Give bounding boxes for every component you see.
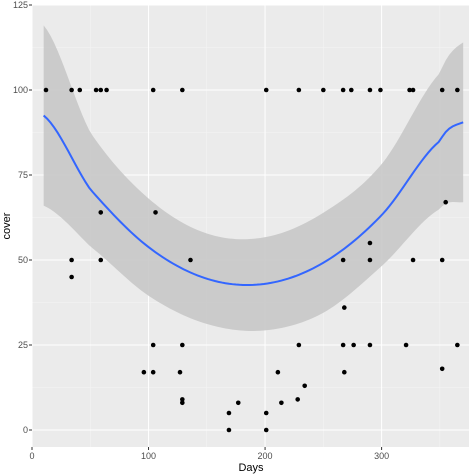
data-point (367, 257, 373, 263)
y-tick-label: 50 (18, 255, 28, 265)
data-point (295, 397, 300, 402)
data-point (104, 87, 109, 93)
data-point (263, 87, 269, 93)
data-point (321, 87, 326, 93)
data-point (367, 87, 373, 93)
data-point (410, 257, 416, 263)
data-point (69, 274, 74, 280)
data-point (455, 342, 460, 348)
data-point (349, 87, 354, 93)
data-point (296, 342, 302, 348)
data-point (340, 257, 346, 263)
smooth-line-layer (42, 114, 464, 287)
data-point (180, 342, 185, 348)
data-point (378, 87, 383, 93)
data-point (263, 427, 269, 433)
data-point (235, 400, 241, 406)
data-point (226, 427, 232, 433)
y-tick-label: 125 (13, 0, 28, 10)
data-point (180, 87, 185, 93)
data-point (443, 199, 448, 205)
data-point (150, 342, 156, 348)
data-point (93, 87, 99, 93)
data-point (98, 87, 104, 93)
data-point (296, 87, 302, 93)
data-point (150, 87, 156, 93)
y-tick-label: 0 (23, 425, 28, 435)
y-axis-title: cover (1, 212, 13, 239)
x-tick-label: 200 (258, 451, 273, 461)
data-point (351, 342, 356, 348)
data-point (275, 369, 281, 375)
data-point (150, 369, 156, 375)
y-tick-label: 75 (18, 170, 28, 180)
data-point (188, 257, 193, 263)
data-point (439, 87, 445, 93)
data-point (367, 342, 373, 348)
data-point (263, 410, 269, 416)
data-point (439, 257, 445, 263)
data-point (77, 87, 83, 93)
y-tick-label: 100 (13, 85, 28, 95)
smooth-line (42, 114, 464, 287)
data-point (69, 257, 74, 263)
data-point (340, 87, 346, 93)
confidence-ribbon-layer (43, 25, 464, 331)
data-point (340, 342, 346, 348)
data-point (410, 87, 416, 93)
data-point (69, 87, 74, 93)
x-tick-label: 300 (374, 451, 389, 461)
data-point (342, 369, 347, 375)
data-point (342, 305, 347, 310)
data-point (367, 240, 373, 246)
data-point (302, 383, 307, 389)
data-point (279, 400, 284, 406)
x-tick-label: 0 (29, 451, 34, 461)
data-point (98, 257, 104, 263)
data-point (177, 369, 183, 375)
data-point (98, 210, 104, 215)
confidence-ribbon (43, 25, 464, 331)
data-point (153, 210, 158, 215)
y-tick-label: 25 (18, 340, 28, 350)
data-point (180, 397, 185, 402)
data-point (180, 400, 185, 406)
data-point (403, 342, 409, 348)
x-tick-label: 100 (141, 451, 156, 461)
data-point (439, 366, 445, 372)
data-point (43, 87, 49, 93)
data-point (455, 87, 460, 93)
data-point (141, 369, 147, 375)
data-point (407, 87, 412, 93)
x-axis-ticks: 0 100 200 300 (29, 447, 389, 461)
points-layer (43, 87, 460, 433)
x-axis-title: Days (238, 462, 264, 474)
data-point (226, 410, 232, 416)
y-axis-ticks: 0 25 50 75 100 125 (13, 0, 32, 435)
